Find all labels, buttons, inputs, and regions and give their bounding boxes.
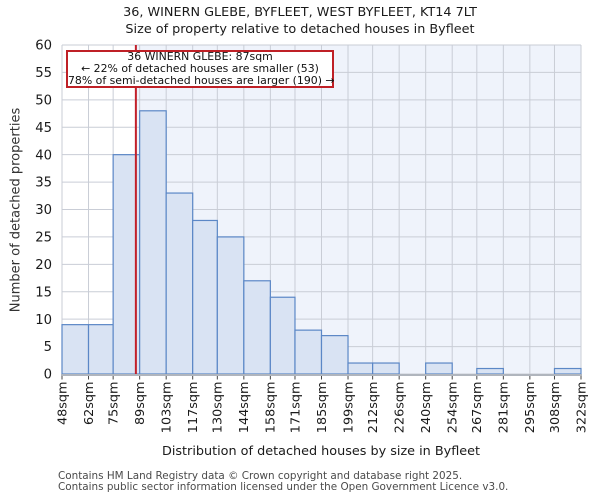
footer-open-government-licence: Contains public sector information licen… — [58, 481, 509, 493]
x-tick-label: 89sqm — [133, 382, 148, 426]
x-tick-label: 267sqm — [470, 382, 485, 434]
annotation-smaller-stat: ← 22% of detached houses are smaller (53… — [81, 62, 319, 76]
x-tick-label: 212sqm — [366, 382, 381, 434]
histogram-bar — [269, 296, 296, 375]
y-tick-label: 5 — [44, 340, 52, 355]
y-tick-label: 60 — [35, 39, 52, 54]
x-tick-label: 199sqm — [341, 382, 356, 434]
x-tick-label: 308sqm — [548, 382, 563, 434]
histogram-bar — [476, 367, 504, 375]
histogram-bar — [216, 236, 245, 375]
y-tick-label: 10 — [35, 313, 52, 328]
histogram-bar — [320, 335, 349, 375]
histogram-bar — [553, 367, 582, 375]
x-tick-label: 48sqm — [55, 382, 70, 426]
annotation-larger-stat: 78% of semi-detached houses are larger (… — [68, 73, 335, 87]
histogram-bar — [425, 362, 453, 375]
y-tick-label: 50 — [35, 93, 52, 108]
x-tick-label: 240sqm — [419, 382, 434, 434]
x-tick-label: 254sqm — [445, 382, 460, 434]
histogram-bar — [192, 219, 218, 375]
histogram-bar — [347, 362, 374, 375]
y-tick-label: 45 — [35, 121, 52, 136]
x-tick-label: 130sqm — [211, 382, 226, 434]
y-tick-label: 20 — [35, 258, 52, 273]
x-tick-label: 144sqm — [237, 382, 252, 434]
x-tick-label: 117sqm — [186, 382, 201, 434]
histogram-bar — [87, 324, 114, 375]
x-tick-label: 171sqm — [288, 382, 303, 434]
histogram-bar — [61, 324, 90, 375]
y-tick-label: 55 — [35, 66, 52, 81]
histogram-bar — [243, 280, 271, 375]
page-title: 36, WINERN GLEBE, BYFLEET, WEST BYFLEET,… — [123, 5, 477, 20]
footer-hm-land-registry: Contains HM Land Registry data © Crown c… — [58, 470, 463, 482]
y-tick-label: 35 — [35, 176, 52, 191]
x-tick-label: 295sqm — [523, 382, 538, 434]
x-tick-label: 226sqm — [392, 382, 407, 434]
histogram-bar — [165, 192, 194, 375]
x-tick-label: 62sqm — [82, 382, 97, 426]
x-axis-title: Distribution of detached houses by size … — [161, 444, 481, 459]
y-tick-label: 25 — [35, 231, 52, 246]
histogram-bar — [294, 329, 323, 375]
y-axis-title: Number of detached properties — [8, 107, 24, 313]
y-tick-label: 40 — [35, 148, 52, 163]
x-tick-label: 103sqm — [159, 382, 174, 434]
x-tick-label: 75sqm — [106, 382, 121, 426]
x-tick-label: 281sqm — [497, 382, 512, 434]
histogram-chart: 48sqm 62sqm 75sqm 89sqm 103sqm 117sqm 130sqm 14… — [35, 39, 589, 434]
y-tick-label: 0 — [44, 368, 52, 383]
annotation-property-size: 36 WINERN GLEBE: 87sqm — [127, 50, 273, 64]
x-tick-label: 158sqm — [264, 382, 279, 434]
y-tick-label: 15 — [35, 285, 52, 300]
histogram-bar — [139, 110, 167, 375]
y-tick-label: 30 — [35, 203, 52, 218]
property-annotation-box: 36 WINERN GLEBE: 87sqm ← 22% of detached… — [66, 50, 335, 88]
x-tick-label: 322sqm — [574, 382, 589, 434]
x-tick-label: 185sqm — [315, 382, 330, 434]
histogram-bar — [372, 362, 400, 375]
page-subtitle: Size of property relative to detached ho… — [125, 22, 475, 37]
